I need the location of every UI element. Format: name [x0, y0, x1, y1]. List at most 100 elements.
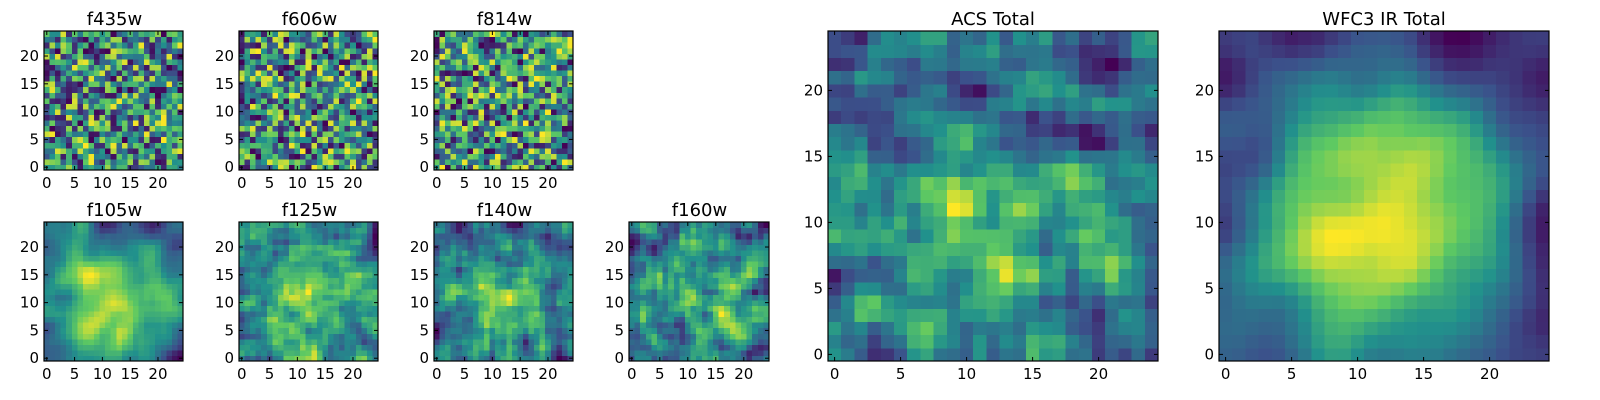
heatmap-cell: [696, 355, 703, 362]
heatmap-cell: [305, 338, 312, 345]
heatmap-cell: [713, 244, 720, 251]
heatmap-cell: [82, 322, 90, 329]
heatmap-cell: [333, 272, 340, 279]
heatmap-cell: [662, 322, 669, 329]
heatmap-cell: [289, 36, 296, 43]
heatmap-cell: [960, 163, 974, 177]
heatmap-cell: [255, 294, 262, 301]
heatmap-cell: [690, 260, 697, 268]
heatmap-cell: [149, 294, 156, 301]
heatmap-cell: [239, 131, 246, 138]
heatmap-cell: [333, 322, 340, 329]
heatmap-cell: [528, 305, 535, 312]
heatmap-cell: [434, 114, 441, 121]
heatmap-cell: [49, 260, 56, 268]
heatmap-cell: [44, 316, 51, 323]
heatmap-cell: [713, 249, 720, 256]
heatmap-cell: [539, 69, 546, 77]
heatmap-cell: [77, 136, 84, 143]
heatmap-cell: [629, 338, 636, 345]
heatmap-cell: [461, 103, 468, 110]
heatmap-cell: [489, 42, 496, 49]
heatmap-cell: [439, 97, 446, 104]
heatmap-cell: [960, 242, 974, 256]
heatmap-cell: [300, 305, 307, 312]
heatmap-cell: [283, 58, 290, 65]
heatmap-cell: [366, 272, 374, 279]
heatmap-cell: [1012, 308, 1027, 322]
heatmap-cell: [166, 108, 173, 115]
heatmap-cell: [88, 238, 95, 245]
heatmap-cell: [668, 294, 675, 301]
heatmap-cell: [144, 125, 151, 132]
heatmap-cell: [82, 244, 90, 251]
heatmap-cell: [44, 322, 51, 329]
heatmap-cell: [484, 333, 491, 340]
heatmap-cell: [434, 97, 441, 104]
heatmap-cell: [239, 344, 246, 351]
heatmap-cell: [366, 299, 374, 306]
heatmap-cell: [539, 58, 546, 65]
heatmap-cell: [255, 349, 262, 357]
heatmap-cell: [305, 333, 312, 340]
heatmap-cell: [272, 58, 279, 65]
heatmap-cell: [986, 321, 1001, 336]
heatmap-cell: [127, 277, 134, 284]
heatmap-cell: [355, 294, 362, 301]
heatmap-cell: [171, 108, 179, 115]
heatmap-cell: [283, 153, 290, 160]
heatmap-cell: [350, 136, 357, 143]
heatmap-cell: [685, 238, 692, 245]
heatmap-cell: [110, 288, 117, 295]
heatmap-cell: [244, 288, 251, 295]
heatmap-cell: [261, 81, 268, 88]
heatmap-cell: [283, 255, 290, 262]
heatmap-cell: [690, 316, 697, 323]
heatmap-cell: [701, 305, 708, 312]
heatmap-cell: [517, 131, 524, 138]
heatmap-cell: [495, 288, 502, 295]
heatmap-cell: [445, 97, 452, 104]
heatmap-cell: [735, 283, 742, 290]
heatmap-cell: [272, 31, 279, 38]
heatmap-cell: [121, 86, 128, 93]
heatmap-cell: [696, 227, 703, 234]
heatmap-cell: [289, 233, 296, 240]
heatmap-cell: [1118, 229, 1133, 243]
heatmap-cell: [88, 58, 95, 65]
heatmap-cell: [99, 158, 106, 166]
heatmap-cell: [445, 64, 452, 71]
heatmap-cell: [177, 36, 184, 43]
heatmap-cell: [1052, 347, 1067, 362]
heatmap-cell: [456, 31, 463, 38]
heatmap-cell: [724, 255, 731, 262]
heatmap-cell: [828, 347, 842, 362]
heatmap-cell: [445, 69, 452, 77]
heatmap-cell: [132, 327, 140, 334]
heatmap-cell: [690, 244, 697, 251]
heatmap-cell: [327, 153, 335, 160]
heatmap-cell: [757, 299, 764, 306]
heatmap-cell: [696, 338, 703, 345]
heatmap-cell: [561, 355, 569, 362]
heatmap-cell: [155, 75, 162, 82]
heatmap-cell: [255, 136, 262, 143]
heatmap-cell: [44, 131, 51, 138]
heatmap-cell: [255, 164, 262, 171]
heatmap-cell: [255, 327, 262, 334]
heatmap-cell: [177, 31, 184, 38]
heatmap-cell: [439, 277, 446, 284]
heatmap-cell: [300, 244, 307, 251]
heatmap-cell: [511, 53, 518, 60]
heatmap-cell: [82, 69, 90, 77]
heatmap-cell: [166, 255, 173, 262]
heatmap-cell: [461, 283, 468, 290]
heatmap-cell: [105, 344, 112, 351]
heatmap-cell: [478, 103, 485, 110]
heatmap-cell: [1144, 189, 1159, 204]
heatmap-cell: [366, 153, 374, 160]
heatmap-cell: [300, 238, 307, 245]
heatmap-cell: [522, 86, 530, 93]
heatmap-cell: [155, 316, 162, 323]
heatmap-cell: [1012, 163, 1027, 177]
